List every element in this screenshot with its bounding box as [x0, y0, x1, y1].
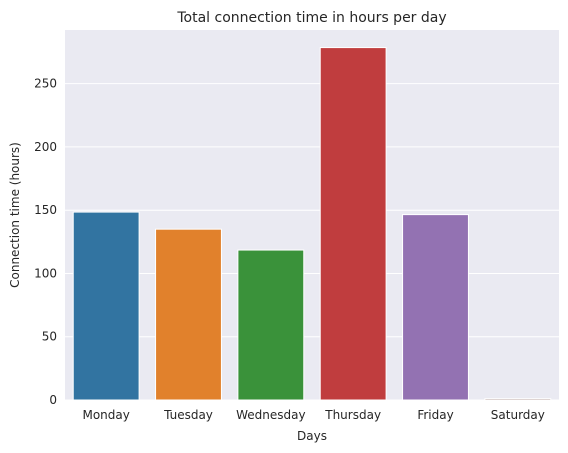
x-tick-label-thursday: Thursday [324, 408, 381, 422]
bar-saturday [484, 398, 552, 401]
y-tick-label: 250 [34, 77, 57, 91]
grid-lines [65, 83, 559, 401]
chart-title: Total connection time in hours per day [176, 10, 446, 26]
bars [72, 47, 552, 401]
y-axis-label: Connection time (hours) [8, 142, 22, 288]
x-tick-label-wednesday: Wednesday [236, 408, 305, 422]
x-tick-label-friday: Friday [417, 408, 453, 422]
x-tick-label-saturday: Saturday [491, 408, 545, 422]
bar-tuesday [155, 228, 222, 401]
bar-friday [402, 214, 469, 401]
y-tick-label: 0 [49, 393, 57, 407]
y-tick-label: 150 [34, 203, 57, 217]
y-tick-labels: 0 50 100 150 200 250 [34, 77, 57, 407]
x-tick-label-monday: Monday [82, 408, 129, 422]
plot-background [65, 30, 559, 400]
y-tick-label: 50 [42, 330, 57, 344]
x-tick-labels: Monday Tuesday Wednesday Thursday Friday Satu… [82, 408, 544, 422]
y-tick-label: 100 [34, 266, 57, 280]
bar-wednesday [237, 249, 305, 401]
bar-monday [72, 211, 140, 401]
y-tick-label: 200 [34, 140, 57, 154]
x-axis-label: Days [297, 429, 327, 443]
x-tick-label-tuesday: Tuesday [163, 408, 213, 422]
bar-thursday [319, 47, 387, 401]
